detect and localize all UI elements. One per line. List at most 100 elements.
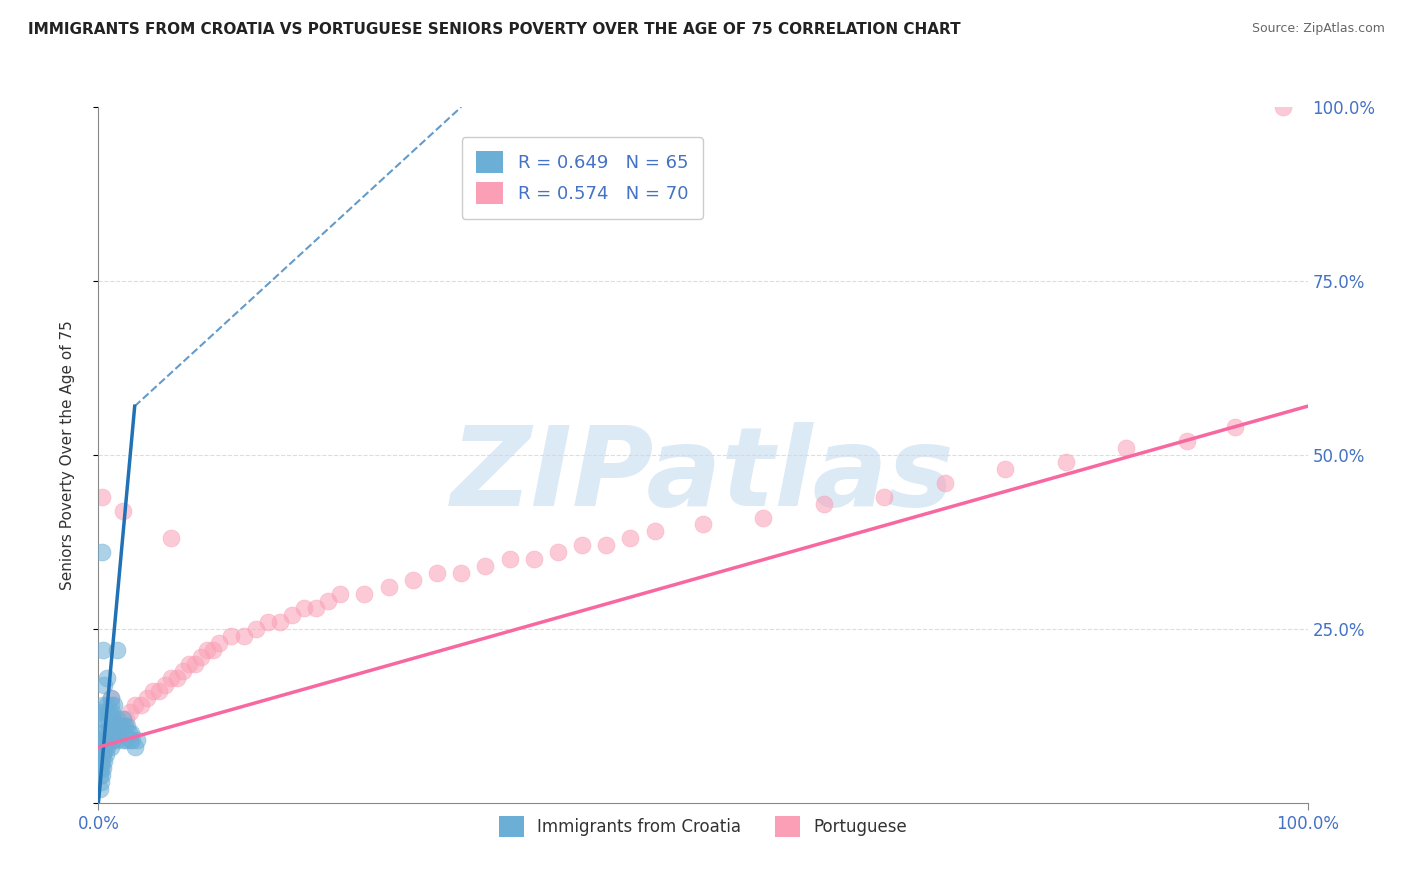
Point bbox=[104, 726, 127, 740]
Point bbox=[105, 733, 128, 747]
Point bbox=[450, 566, 472, 581]
Point bbox=[813, 497, 835, 511]
Point bbox=[90, 747, 112, 761]
Point bbox=[166, 671, 188, 685]
Point bbox=[90, 775, 112, 789]
Point bbox=[752, 510, 775, 524]
Point bbox=[96, 671, 118, 685]
Point bbox=[1115, 441, 1137, 455]
Point bbox=[377, 580, 399, 594]
Point bbox=[93, 754, 115, 768]
Point bbox=[91, 747, 114, 761]
Point bbox=[117, 719, 139, 733]
Point bbox=[120, 726, 142, 740]
Point bbox=[115, 712, 138, 726]
Point bbox=[153, 677, 176, 691]
Point bbox=[172, 664, 194, 678]
Y-axis label: Seniors Poverty Over the Age of 75: Seniors Poverty Over the Age of 75 bbox=[60, 320, 75, 590]
Text: IMMIGRANTS FROM CROATIA VS PORTUGUESE SENIORS POVERTY OVER THE AGE OF 75 CORRELA: IMMIGRANTS FROM CROATIA VS PORTUGUESE SE… bbox=[28, 22, 960, 37]
Point bbox=[426, 566, 449, 581]
Point bbox=[97, 712, 120, 726]
Point bbox=[571, 538, 593, 552]
Point bbox=[98, 706, 121, 720]
Point bbox=[644, 524, 666, 539]
Point bbox=[97, 733, 120, 747]
Point bbox=[111, 503, 134, 517]
Point bbox=[135, 691, 157, 706]
Point bbox=[96, 698, 118, 713]
Point bbox=[91, 740, 114, 755]
Point bbox=[994, 462, 1017, 476]
Point bbox=[353, 587, 375, 601]
Point bbox=[202, 642, 225, 657]
Point bbox=[96, 726, 118, 740]
Point bbox=[1272, 100, 1295, 114]
Point bbox=[100, 726, 122, 740]
Point bbox=[118, 733, 141, 747]
Point bbox=[127, 733, 149, 747]
Point bbox=[305, 601, 328, 615]
Point bbox=[91, 726, 114, 740]
Point bbox=[111, 712, 134, 726]
Point bbox=[97, 733, 120, 747]
Point bbox=[232, 629, 254, 643]
Point bbox=[93, 740, 115, 755]
Point bbox=[547, 545, 569, 559]
Point bbox=[108, 719, 131, 733]
Point bbox=[108, 719, 131, 733]
Point bbox=[100, 740, 122, 755]
Point bbox=[90, 761, 112, 775]
Point bbox=[105, 642, 128, 657]
Text: ZIPatlas: ZIPatlas bbox=[451, 422, 955, 529]
Point bbox=[316, 594, 339, 608]
Point bbox=[110, 719, 132, 733]
Legend: Immigrants from Croatia, Portuguese: Immigrants from Croatia, Portuguese bbox=[492, 810, 914, 843]
Point bbox=[93, 740, 115, 755]
Point bbox=[94, 747, 117, 761]
Point bbox=[121, 733, 143, 747]
Point bbox=[91, 698, 114, 713]
Point bbox=[179, 657, 201, 671]
Point bbox=[142, 684, 165, 698]
Point bbox=[129, 698, 152, 713]
Point bbox=[91, 490, 114, 504]
Point bbox=[256, 615, 278, 629]
Point bbox=[108, 726, 131, 740]
Point bbox=[112, 726, 135, 740]
Point bbox=[111, 712, 134, 726]
Point bbox=[523, 552, 546, 566]
Point bbox=[118, 706, 141, 720]
Point bbox=[96, 740, 118, 755]
Point bbox=[190, 649, 212, 664]
Point bbox=[245, 622, 267, 636]
Point bbox=[160, 532, 183, 546]
Point bbox=[124, 698, 146, 713]
Point bbox=[90, 754, 112, 768]
Point bbox=[619, 532, 641, 546]
Point bbox=[100, 719, 122, 733]
Point bbox=[93, 677, 115, 691]
Point bbox=[98, 726, 121, 740]
Point bbox=[100, 726, 122, 740]
Point bbox=[107, 719, 129, 733]
Point bbox=[184, 657, 207, 671]
Point bbox=[105, 712, 128, 726]
Point bbox=[100, 691, 122, 706]
Point bbox=[100, 698, 122, 713]
Point bbox=[90, 706, 112, 720]
Point bbox=[91, 642, 114, 657]
Point bbox=[100, 691, 122, 706]
Point bbox=[1223, 420, 1246, 434]
Point bbox=[115, 733, 138, 747]
Point bbox=[91, 712, 114, 726]
Point bbox=[269, 615, 291, 629]
Point bbox=[100, 706, 122, 720]
Point bbox=[402, 573, 425, 587]
Point bbox=[103, 698, 125, 713]
Point bbox=[94, 733, 117, 747]
Point bbox=[208, 636, 231, 650]
Point bbox=[160, 671, 183, 685]
Point bbox=[91, 747, 114, 761]
Point bbox=[498, 552, 520, 566]
Point bbox=[148, 684, 170, 698]
